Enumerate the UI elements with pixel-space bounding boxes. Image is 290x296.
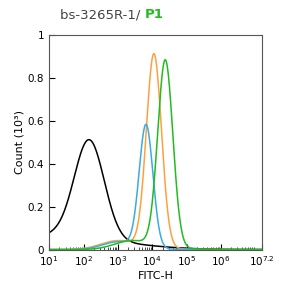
X-axis label: FITC-H: FITC-H	[138, 271, 174, 281]
Y-axis label: Count (10³): Count (10³)	[15, 110, 25, 174]
Text: P1: P1	[145, 8, 164, 21]
Text: bs-3265R-1/: bs-3265R-1/	[60, 8, 145, 21]
